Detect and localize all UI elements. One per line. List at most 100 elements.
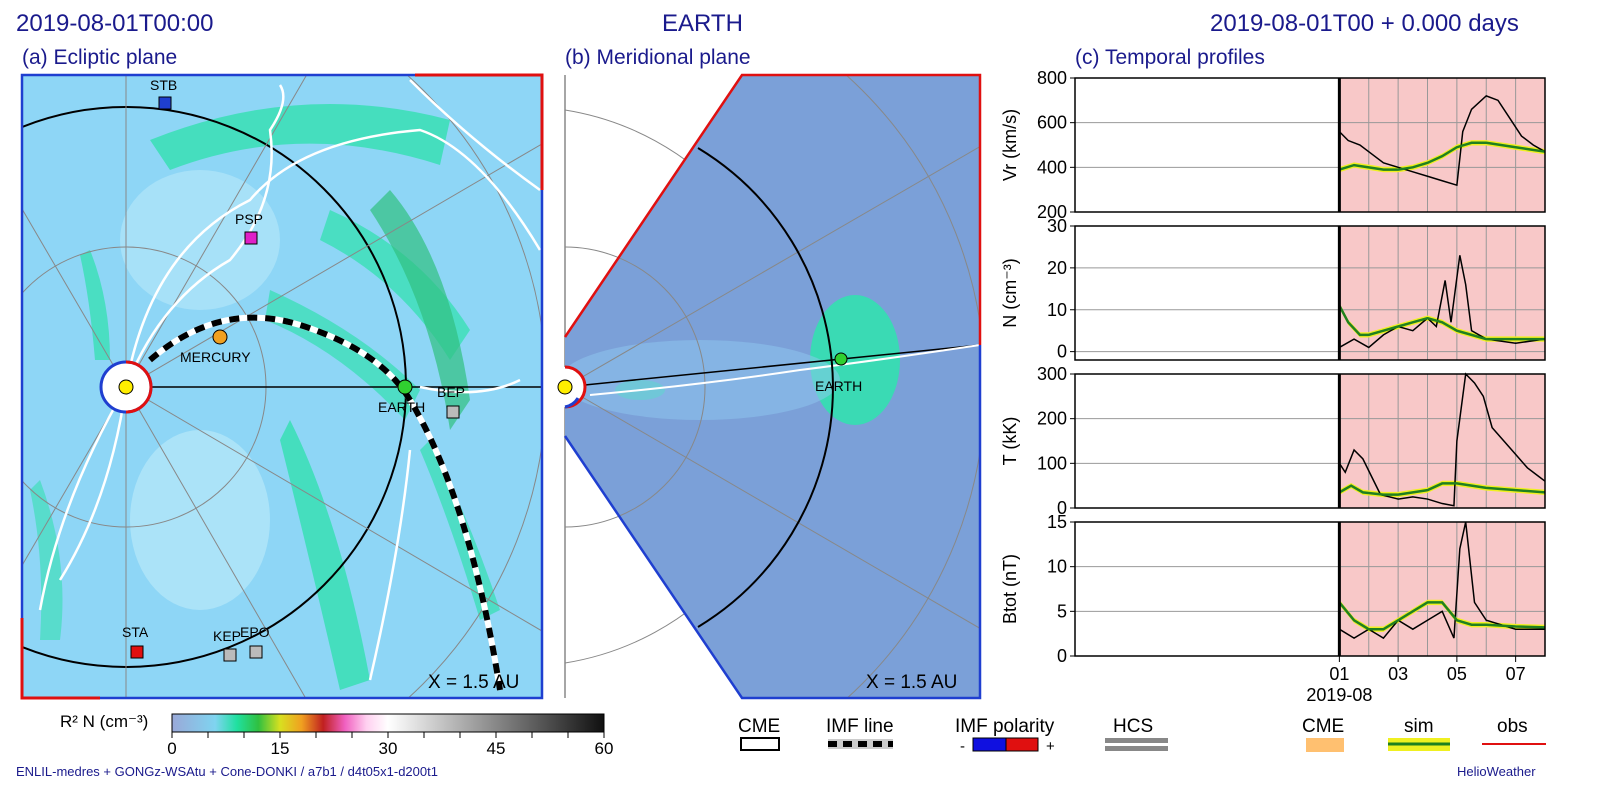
ecliptic-panel: STB PSP MERCURY EARTH BEP STA KEP EPO [20, 73, 544, 700]
legend-imf-polarity-label: IMF polarity [955, 716, 1055, 737]
meridional-scale-label: X = 1.5 AU [866, 672, 957, 693]
x-sublabel: 2019-08 [1306, 685, 1372, 705]
meridional-earth-marker [834, 352, 848, 366]
forecast-window [1339, 522, 1545, 656]
ytick-label: 20 [1047, 258, 1067, 278]
meridional-panel: EARTH X = 1.5 AU [545, 73, 982, 700]
legend-polarity-minus: - [960, 738, 965, 755]
legend: CME IMF line IMF polarity - + HCS CME si… [738, 716, 1546, 755]
legend-hcs-swatch-bottom [1105, 746, 1168, 751]
profile-panel: 200 400 600 800 Vr (km/s) [1000, 68, 1546, 222]
ytick-label: 200 [1037, 409, 1067, 429]
psp-label: PSP [235, 211, 263, 227]
colorbar-label: R² N (cm⁻³) [60, 712, 148, 731]
xtick-label: 05 [1447, 664, 1467, 684]
panel-c-title: (c) Temporal profiles [1075, 46, 1265, 69]
sim-series [1338, 601, 1546, 631]
sim-series [1338, 482, 1546, 496]
panel-a-title: (a) Ecliptic plane [22, 46, 178, 69]
ytick-label: 200 [1037, 202, 1067, 222]
colorbar-tick-label: 15 [271, 739, 290, 758]
profile-panel: 0 5 10 15 Btot (nT) [1000, 512, 1546, 666]
ylabel: T (kK) [1000, 417, 1020, 466]
colorbar-tick-label: 60 [595, 739, 614, 758]
ytick-label: 0 [1057, 498, 1067, 518]
bep-label: BEP [437, 384, 465, 400]
legend-cme-swatch [740, 737, 780, 751]
colorbar: R² N (cm⁻³) 0 15 30 45 60 [60, 712, 613, 758]
ylabel: Vr (km/s) [1000, 109, 1020, 181]
psp-marker [244, 231, 258, 245]
ecliptic-scale-label: X = 1.5 AU [428, 672, 519, 693]
panel-frame [1074, 77, 1546, 213]
panel-frame [1074, 373, 1546, 509]
ytick-label: 600 [1037, 113, 1067, 133]
sim-band [1339, 480, 1545, 498]
colorbar-tick-label: 0 [167, 739, 176, 758]
left-timestamp: 2019-08-01T00:00 [16, 10, 214, 37]
ytick-label: 10 [1047, 300, 1067, 320]
profile-panel: 0 100 200 300 T (kK) [1000, 364, 1546, 518]
obs-series [1339, 255, 1546, 349]
legend-cme-label: CME [738, 716, 780, 737]
body-sta: STA [122, 624, 149, 659]
sim-series [1338, 304, 1545, 341]
xtick-label: 03 [1388, 664, 1408, 684]
stb-label: STB [150, 77, 177, 93]
legend-sim-label: sim [1404, 716, 1434, 737]
obs-series [1338, 521, 1545, 640]
stb-marker [158, 96, 172, 110]
mercury-marker [212, 329, 228, 345]
ytick-label: 400 [1037, 157, 1067, 177]
legend-hcs-label: HCS [1113, 716, 1153, 737]
colorbar-tick-label: 45 [487, 739, 506, 758]
ytick-label: 0 [1057, 646, 1067, 666]
panel-frame [1074, 521, 1546, 657]
panel-b-title: (b) Meridional plane [565, 46, 751, 69]
body-stb: STB [150, 77, 177, 110]
legend-hcs-swatch-top [1105, 738, 1168, 743]
ytick-label: 15 [1047, 512, 1067, 532]
right-timestamp: 2019-08-01T00 + 0.000 days [1210, 10, 1519, 37]
legend-cme-profile-label: CME [1302, 716, 1344, 737]
x-axis: 01 03 05 07 2019-08 [1306, 656, 1526, 705]
obs-series [1338, 372, 1546, 507]
epo-marker [249, 645, 263, 659]
ytick-label: 800 [1037, 68, 1067, 88]
ylabel: Btot (nT) [1000, 554, 1020, 624]
earth-marker [397, 379, 413, 395]
ylabel: N (cm⁻³) [1000, 258, 1020, 327]
legend-polarity-negative-swatch [972, 737, 1007, 752]
colorbar-tick-label: 30 [379, 739, 398, 758]
footer-brand: HelioWeather [1457, 764, 1536, 779]
legend-polarity-plus: + [1046, 738, 1055, 755]
ytick-label: 10 [1047, 557, 1067, 577]
sta-marker [130, 645, 144, 659]
sta-label: STA [122, 624, 149, 640]
kep-label: KEP [213, 628, 241, 644]
ytick-label: 300 [1037, 364, 1067, 384]
ytick-label: 5 [1057, 601, 1067, 621]
ytick-label: 0 [1057, 342, 1067, 362]
legend-polarity-positive-swatch [1005, 737, 1039, 752]
body-mercury: MERCURY [180, 329, 251, 365]
xtick-label: 01 [1329, 664, 1349, 684]
meridional-earth-label: EARTH [815, 378, 862, 394]
ytick-label: 100 [1037, 453, 1067, 473]
ytick-label: 30 [1047, 216, 1067, 236]
legend-imf-line-label: IMF line [826, 716, 894, 737]
body-kep: KEP [213, 628, 241, 662]
kep-marker [223, 648, 237, 662]
panel-frame [1074, 225, 1546, 361]
earth-label: EARTH [378, 399, 425, 415]
body-earth: EARTH [378, 379, 425, 415]
epo-label: EPO [240, 624, 270, 640]
obs-series [1338, 95, 1546, 187]
body-bep: BEP [437, 384, 465, 419]
footer-model-info: ENLIL-medres + GONGz-WSAtu + Cone-DONKI … [16, 764, 438, 779]
colorbar-gradient [171, 713, 605, 733]
xtick-label: 07 [1506, 664, 1526, 684]
sim-series [1339, 141, 1546, 171]
